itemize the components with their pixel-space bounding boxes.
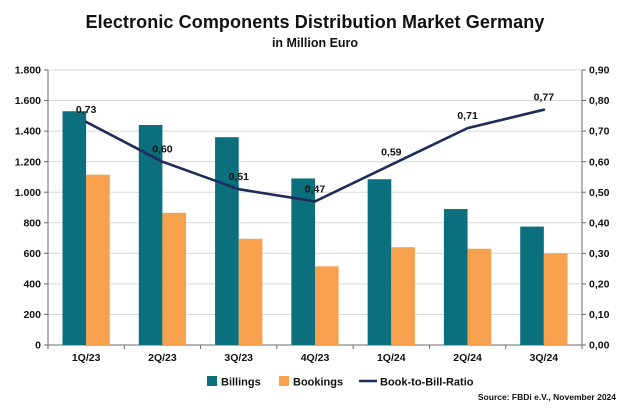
y-left-tick-label: 200 [23, 309, 41, 321]
y-right-tick-label: 0,60 [589, 156, 610, 168]
bookings-legend-label: Bookings [293, 377, 343, 389]
x-tick-label: 1Q/24 [377, 352, 406, 364]
y-right-tick-label: 0,80 [589, 95, 610, 107]
y-right-tick-label: 0,90 [589, 65, 610, 77]
y-left-tick-label: 400 [23, 278, 41, 290]
bookings-bar [86, 174, 110, 345]
chart-subtitle: in Million Euro [271, 36, 359, 50]
billings-bar [443, 209, 468, 345]
y-left-tick-label: 1.800 [15, 65, 41, 77]
y-left-tick-label: 800 [23, 217, 41, 229]
billings-legend-label: Billings [221, 377, 261, 389]
ratio-data-label: 0,59 [381, 147, 402, 159]
billings-legend-swatch [207, 376, 217, 386]
billings-bar [291, 178, 315, 345]
y-left-tick-label: 0 [35, 340, 41, 352]
y-left-tick-label: 600 [23, 248, 41, 260]
y-right-tick-label: 0,70 [589, 126, 610, 138]
y-left-tick-label: 1.200 [15, 156, 41, 168]
billings-bar [215, 137, 239, 345]
ratio-data-label: 0,73 [76, 104, 97, 116]
book-to-bill-ratio-legend-label: Book-to-Bill-Ratio [380, 377, 474, 389]
billings-bar [62, 111, 87, 345]
billings-bar [520, 226, 544, 345]
ratio-data-label: 0,77 [534, 92, 555, 104]
billings-bar [367, 179, 392, 345]
book-to-bill-ratio-line [84, 108, 546, 203]
y-right-tick-label: 0,30 [589, 248, 610, 260]
ratio-data-label: 0,47 [305, 183, 326, 195]
ratio-data-label: 0,60 [152, 144, 173, 156]
bookings-bar [391, 247, 415, 345]
bookings-bar [238, 238, 263, 345]
x-tick-label: 2Q/23 [148, 352, 177, 364]
chart-title: Electronic Components Distribution Marke… [85, 12, 545, 32]
x-tick-label: 2Q/24 [453, 352, 482, 364]
y-right-tick-label: 0,10 [589, 309, 610, 321]
billings-bar [138, 125, 163, 345]
y-left-tick-label: 1.400 [15, 126, 41, 138]
bookings-bar [162, 212, 187, 345]
y-right-tick-label: 0,20 [589, 278, 610, 290]
x-tick-label: 4Q/23 [301, 352, 330, 364]
ratio-data-label: 0,51 [228, 171, 249, 183]
ratio-data-label: 0,71 [457, 110, 478, 122]
bookings-bar [543, 253, 568, 345]
bookings-bar [467, 248, 492, 345]
y-left-tick-label: 1.600 [15, 95, 41, 107]
y-right-tick-label: 0,50 [589, 187, 610, 199]
source-note: Source: FBDi e.V., November 2024 [477, 392, 616, 402]
bookings-legend-swatch [279, 376, 289, 386]
x-tick-label: 3Q/23 [224, 352, 253, 364]
bookings-bar [315, 266, 339, 345]
y-left-tick-label: 1.000 [15, 187, 41, 199]
y-right-tick-label: 0,40 [589, 217, 610, 229]
x-tick-label: 1Q/23 [72, 352, 101, 364]
y-right-tick-label: 0,00 [589, 340, 610, 352]
x-tick-label: 3Q/24 [530, 352, 559, 364]
